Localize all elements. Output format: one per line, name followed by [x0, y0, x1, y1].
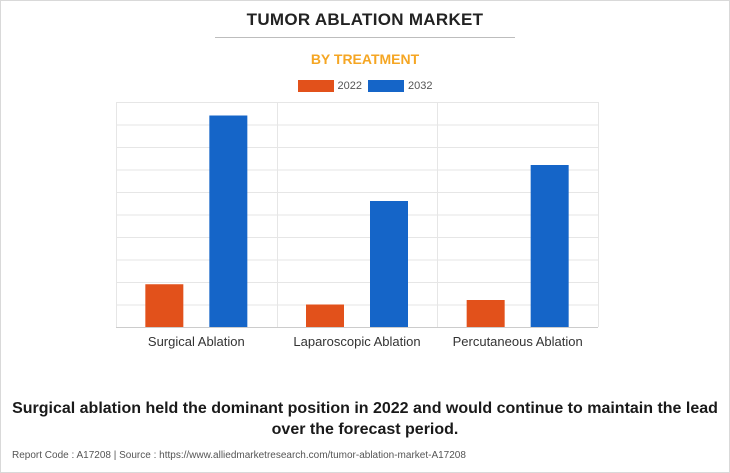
bar-2032-surgical-ablation — [209, 115, 248, 327]
bar-2022-surgical-ablation — [145, 284, 184, 327]
source-footer: Report Code : A17208 | Source : https://… — [12, 450, 466, 461]
title-divider — [215, 37, 515, 38]
bar-2032-laparoscopic-ablation — [370, 201, 408, 327]
bar-2022-percutaneous-ablation — [466, 300, 505, 327]
x-tick-label: Surgical Ablation — [148, 334, 245, 349]
x-tick-label: Laparoscopic Ablation — [293, 334, 420, 349]
legend-item-2022: 2022 — [297, 80, 362, 92]
legend-label-2022: 2022 — [337, 80, 362, 92]
legend-swatch-2022 — [297, 80, 334, 92]
bar-chart: Surgical Ablation Laparoscopic Ablation Pe… — [116, 102, 599, 349]
legend-label-2032: 2032 — [408, 80, 433, 92]
legend-item-2032: 2032 — [368, 80, 432, 92]
chart-title: TUMOR ABLATION MARKET — [246, 10, 484, 29]
legend-swatch-2032 — [368, 80, 404, 92]
bar-2032-percutaneous-ablation — [530, 165, 569, 327]
chart-caption: Surgical ablation held the dominant posi… — [12, 400, 718, 438]
x-tick-label: Percutaneous Ablation — [453, 334, 583, 349]
legend: 2022 2032 — [0, 80, 730, 92]
chart-subtitle: BY TREATMENT — [310, 51, 420, 67]
bar-2022-laparoscopic-ablation — [306, 304, 344, 327]
